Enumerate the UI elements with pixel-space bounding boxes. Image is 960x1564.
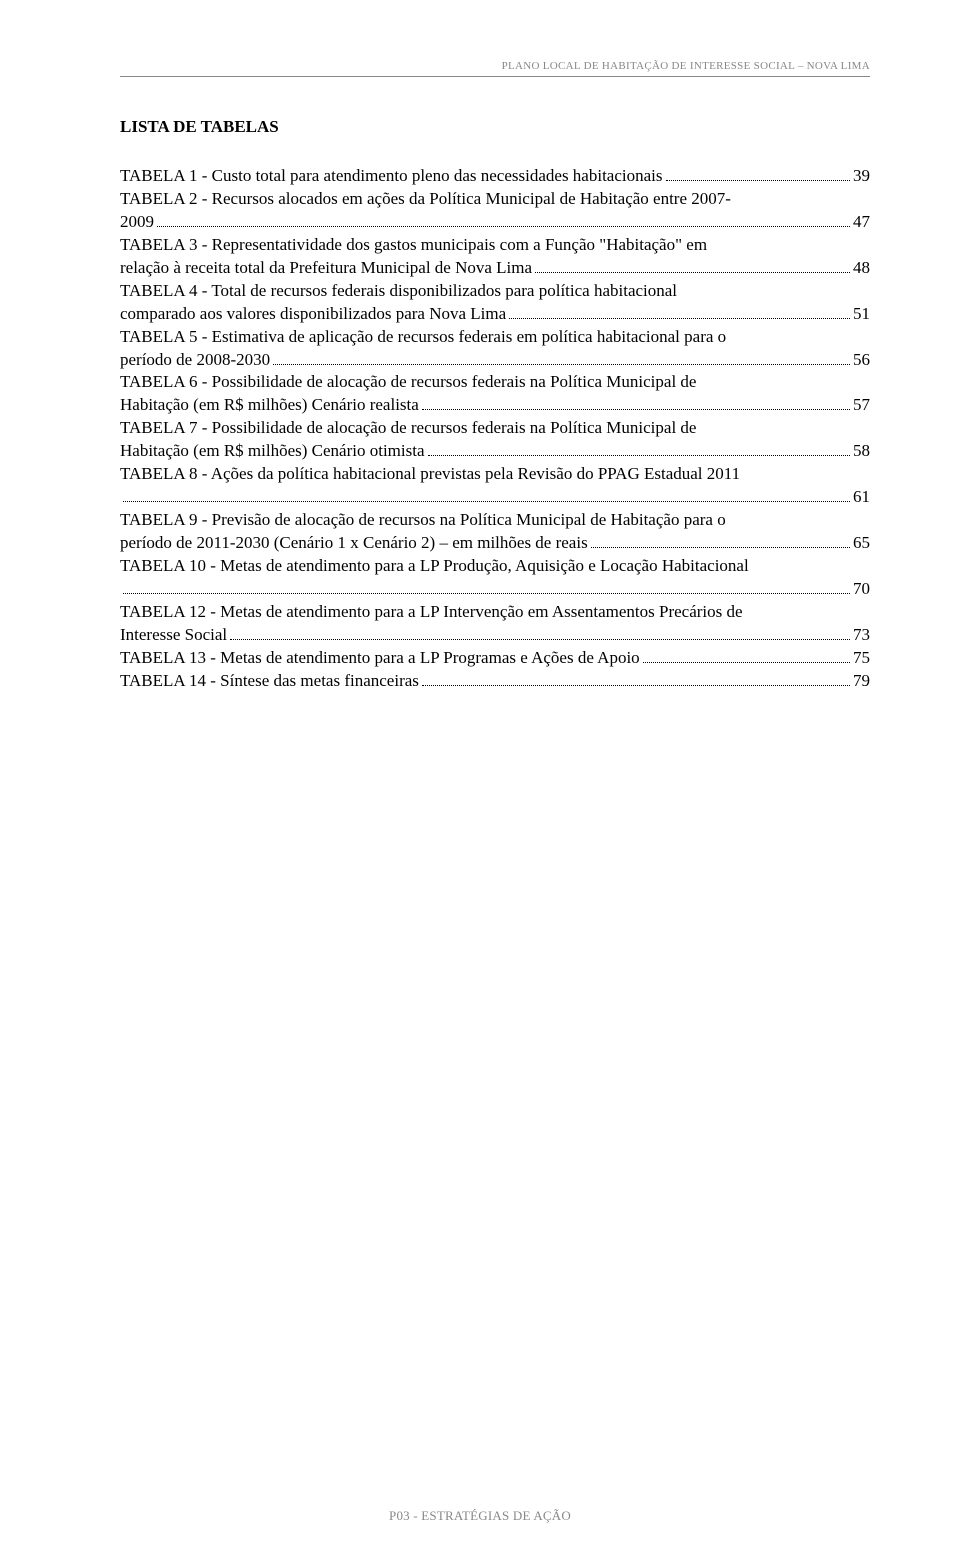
toc-entry-lastline: Habitação (em R$ milhões) Cenário otimis…: [120, 440, 870, 463]
toc-entry-page: 56: [853, 349, 870, 372]
toc-leader-dots: [509, 307, 850, 319]
section-title: LISTA DE TABELAS: [120, 117, 870, 137]
toc-entry-page: 65: [853, 532, 870, 555]
toc-entry-text: período de 2011-2030 (Cenário 1 x Cenári…: [120, 532, 588, 555]
toc-leader-dots: [591, 536, 850, 548]
toc-entry: TABELA 14 - Síntese das metas financeira…: [120, 670, 870, 693]
toc-leader-dots: [157, 215, 850, 227]
toc-entry-text: TABELA 3 - Representatividade dos gastos…: [120, 234, 870, 257]
toc-leader-dots: [422, 398, 850, 410]
toc-entry-text: TABELA 8 - Ações da política habitaciona…: [120, 463, 870, 486]
toc-entry-page: 75: [853, 647, 870, 670]
toc-entry-lastline: 61: [120, 486, 870, 509]
toc-entry: TABELA 9 - Previsão de alocação de recur…: [120, 509, 870, 555]
toc-entry-page: 39: [853, 165, 870, 188]
toc-entry-text: TABELA 2 - Recursos alocados em ações da…: [120, 188, 870, 211]
toc-entry-text: comparado aos valores disponibilizados p…: [120, 303, 506, 326]
toc-entry: TABELA 3 - Representatividade dos gastos…: [120, 234, 870, 280]
toc-entry-text: TABELA 6 - Possibilidade de alocação de …: [120, 371, 870, 394]
page-header: PLANO LOCAL DE HABITAÇÃO DE INTERESSE SO…: [120, 60, 870, 72]
toc-entry-text: Habitação (em R$ milhões) Cenário otimis…: [120, 440, 425, 463]
toc-leader-dots: [422, 674, 850, 686]
toc-entry-page: 79: [853, 670, 870, 693]
toc-entry-lastline: Interesse Social 73: [120, 624, 870, 647]
table-of-contents: TABELA 1 - Custo total para atendimento …: [120, 165, 870, 693]
page-footer: P03 - ESTRATÉGIAS DE AÇÃO: [0, 1508, 960, 1524]
toc-entry-text: TABELA 7 - Possibilidade de alocação de …: [120, 417, 870, 440]
toc-entry-lastline: relação à receita total da Prefeitura Mu…: [120, 257, 870, 280]
toc-entry-text: TABELA 4 - Total de recursos federais di…: [120, 280, 870, 303]
header-text: PLANO LOCAL DE HABITAÇÃO DE INTERESSE SO…: [502, 60, 870, 72]
toc-entry-lastline: 70: [120, 578, 870, 601]
toc-entry-page: 47: [853, 211, 870, 234]
toc-entry-page: 58: [853, 440, 870, 463]
toc-entry-text: período de 2008-2030: [120, 349, 270, 372]
toc-entry-page: 51: [853, 303, 870, 326]
toc-entry-lastline: período de 2011-2030 (Cenário 1 x Cenári…: [120, 532, 870, 555]
toc-entry: TABELA 5 - Estimativa de aplicação de re…: [120, 326, 870, 372]
toc-entry-text: TABELA 9 - Previsão de alocação de recur…: [120, 509, 870, 532]
toc-entry: TABELA 1 - Custo total para atendimento …: [120, 165, 870, 188]
toc-entry-text: TABELA 1 - Custo total para atendimento …: [120, 165, 663, 188]
toc-entry-page: 61: [853, 486, 870, 509]
toc-leader-dots: [643, 651, 850, 663]
toc-entry: TABELA 2 - Recursos alocados em ações da…: [120, 188, 870, 234]
toc-entry: TABELA 8 - Ações da política habitaciona…: [120, 463, 870, 509]
toc-entry-text: Habitação (em R$ milhões) Cenário realis…: [120, 394, 419, 417]
toc-entry-lastline: período de 2008-2030 56: [120, 349, 870, 372]
toc-entry-text: TABELA 10 - Metas de atendimento para a …: [120, 555, 870, 578]
toc-entry-lastline: TABELA 1 - Custo total para atendimento …: [120, 165, 870, 188]
toc-entry-text: Interesse Social: [120, 624, 227, 647]
toc-leader-dots: [666, 169, 851, 181]
toc-entry-page: 70: [853, 578, 870, 601]
toc-entry-lastline: TABELA 14 - Síntese das metas financeira…: [120, 670, 870, 693]
header-rule: [120, 76, 870, 77]
toc-leader-dots: [428, 444, 850, 456]
toc-entry-lastline: TABELA 13 - Metas de atendimento para a …: [120, 647, 870, 670]
toc-entry: TABELA 13 - Metas de atendimento para a …: [120, 647, 870, 670]
toc-entry: TABELA 12 - Metas de atendimento para a …: [120, 601, 870, 647]
toc-entry-text: TABELA 5 - Estimativa de aplicação de re…: [120, 326, 870, 349]
toc-entry-text: TABELA 12 - Metas de atendimento para a …: [120, 601, 870, 624]
toc-leader-dots: [123, 490, 850, 502]
toc-entry-lastline: Habitação (em R$ milhões) Cenário realis…: [120, 394, 870, 417]
toc-leader-dots: [273, 353, 850, 365]
toc-entry: TABELA 10 - Metas de atendimento para a …: [120, 555, 870, 601]
toc-entry-page: 48: [853, 257, 870, 280]
toc-entry-text: 2009: [120, 211, 154, 234]
toc-entry-text: TABELA 13 - Metas de atendimento para a …: [120, 647, 640, 670]
toc-leader-dots: [230, 628, 850, 640]
toc-entry-text: relação à receita total da Prefeitura Mu…: [120, 257, 532, 280]
toc-entry: TABELA 4 - Total de recursos federais di…: [120, 280, 870, 326]
toc-entry: TABELA 7 - Possibilidade de alocação de …: [120, 417, 870, 463]
toc-entry-page: 73: [853, 624, 870, 647]
toc-entry-text: TABELA 14 - Síntese das metas financeira…: [120, 670, 419, 693]
toc-entry-lastline: 2009 47: [120, 211, 870, 234]
toc-entry-lastline: comparado aos valores disponibilizados p…: [120, 303, 870, 326]
toc-leader-dots: [123, 582, 850, 594]
toc-entry-page: 57: [853, 394, 870, 417]
toc-entry: TABELA 6 - Possibilidade de alocação de …: [120, 371, 870, 417]
toc-leader-dots: [535, 261, 850, 273]
